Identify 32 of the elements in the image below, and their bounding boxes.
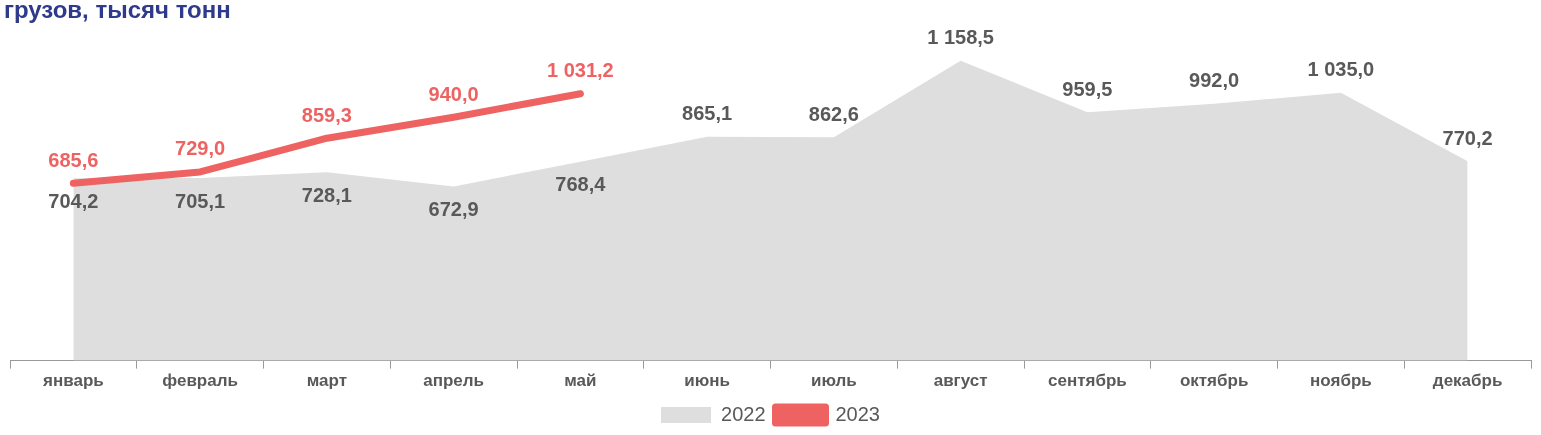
data-label: 728,1 xyxy=(301,183,352,206)
data-label: 770,2 xyxy=(1442,126,1493,149)
x-tick-label: апрель xyxy=(423,371,485,391)
x-tick-label: ноябрь xyxy=(1310,371,1372,391)
data-label: 859,3 xyxy=(301,103,352,126)
data-label: 959,5 xyxy=(1062,77,1113,100)
data-label: 1 158,5 xyxy=(927,26,994,49)
data-label: 1 035,0 xyxy=(1307,58,1375,81)
data-label: 940,0 xyxy=(428,82,479,105)
x-tick-label: октябрь xyxy=(1179,371,1249,391)
x-tick-label: март xyxy=(306,371,348,391)
legend-label: 2022 xyxy=(721,402,766,425)
data-label: 672,9 xyxy=(428,197,479,220)
data-label: 865,1 xyxy=(682,102,733,125)
data-label: 992,0 xyxy=(1189,69,1240,92)
x-tick-label: август xyxy=(933,371,988,391)
data-label: 768,4 xyxy=(555,173,607,196)
x-tick-label: июнь xyxy=(684,371,730,391)
x-tick-label: январь xyxy=(42,371,104,391)
x-tick-label: май xyxy=(564,371,597,391)
data-label: 729,0 xyxy=(175,137,226,160)
data-label: 1 031,2 xyxy=(547,59,614,82)
chart-title: грузов, тысяч тонн xyxy=(4,0,231,24)
x-tick-label: декабрь xyxy=(1432,371,1503,391)
x-tick-label: февраль xyxy=(162,371,238,391)
data-label: 705,1 xyxy=(175,189,226,212)
data-label: 862,6 xyxy=(808,102,859,125)
data-label: 685,6 xyxy=(48,148,99,171)
legend-label: 2023 xyxy=(835,402,880,425)
x-tick-label: июль xyxy=(810,371,857,391)
x-tick-label: сентябрь xyxy=(1047,371,1127,391)
data-label: 704,2 xyxy=(48,189,99,212)
